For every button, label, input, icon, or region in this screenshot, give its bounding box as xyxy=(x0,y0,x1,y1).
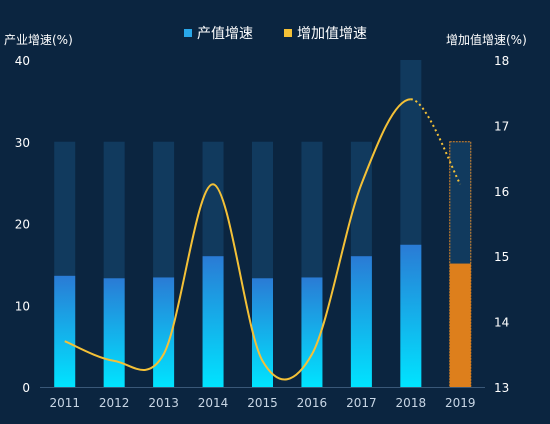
bar xyxy=(350,256,372,387)
x-tick-label: 2012 xyxy=(99,396,130,410)
left-tick-label: 40 xyxy=(15,54,30,68)
right-tick-label: 14 xyxy=(494,316,509,330)
legend-line-label: 增加值增速 xyxy=(297,26,367,42)
bar xyxy=(103,278,125,387)
x-tick-label: 2015 xyxy=(247,396,278,410)
left-tick-label: 20 xyxy=(15,218,30,232)
right-axis-title: 增加值增速(%) xyxy=(446,32,527,47)
bar xyxy=(400,244,422,387)
left-tick-label: 10 xyxy=(15,299,30,313)
right-tick-label: 17 xyxy=(494,119,509,133)
bar xyxy=(54,275,76,387)
x-tick-label: 2014 xyxy=(198,396,229,410)
x-tick-label: 2017 xyxy=(346,396,377,410)
right-tick-label: 13 xyxy=(494,381,509,395)
left-axis-ticks: 0 10 20 30 40 xyxy=(15,54,30,395)
x-tick-label: 2018 xyxy=(396,396,427,410)
forecast-bar xyxy=(449,263,471,387)
legend-bar-label: 产值增速 xyxy=(197,26,253,42)
bar xyxy=(301,277,323,387)
legend-line-swatch xyxy=(284,29,292,37)
line-forecast-path xyxy=(410,98,462,185)
bar xyxy=(202,256,224,387)
bar xyxy=(153,277,175,387)
left-tick-label: 30 xyxy=(15,136,30,150)
legend-bar-swatch xyxy=(184,29,192,37)
right-axis-ticks: 13 14 15 16 17 18 xyxy=(494,54,509,395)
line-series-path xyxy=(64,98,412,381)
left-axis-title: 产业增速(%) xyxy=(4,33,73,47)
right-tick-label: 18 xyxy=(494,54,509,68)
line-series xyxy=(64,98,462,381)
x-tick-label: 2019 xyxy=(445,396,476,410)
legend: 产值增速 增加值增速 xyxy=(184,26,367,42)
bars xyxy=(54,244,471,387)
left-tick-label: 0 xyxy=(22,381,30,395)
bar xyxy=(252,278,273,387)
x-tick-label: 2016 xyxy=(297,396,328,410)
right-tick-label: 16 xyxy=(494,185,509,199)
x-tick-label: 2011 xyxy=(49,396,80,410)
x-tick-label: 2013 xyxy=(148,396,179,410)
right-tick-label: 15 xyxy=(494,250,509,264)
x-axis-ticks: 2011 2012 2013 2014 2015 2016 2017 2018 2019 xyxy=(49,396,475,410)
